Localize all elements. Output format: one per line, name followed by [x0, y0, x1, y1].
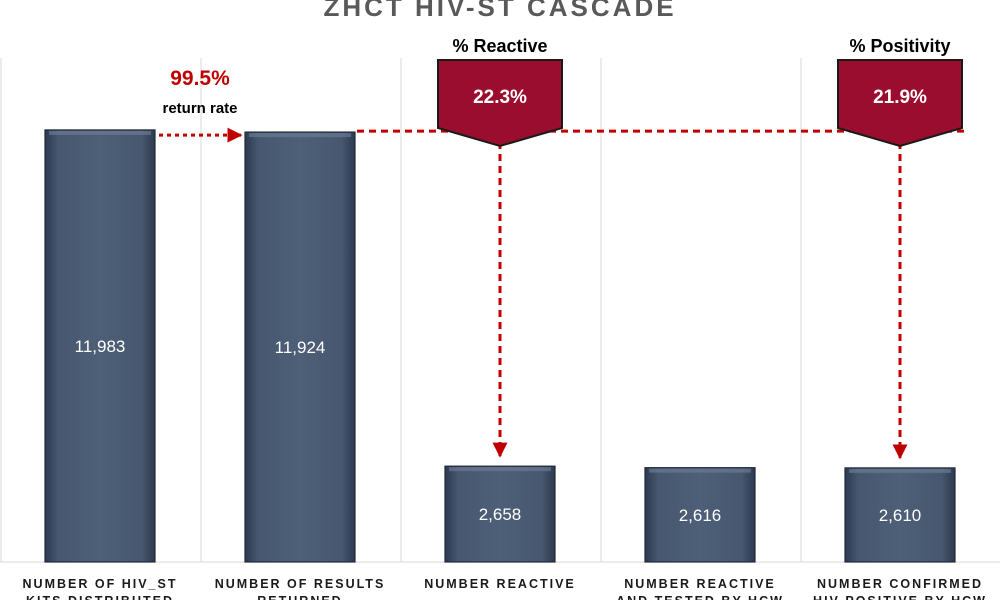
bar-highlight: [449, 467, 551, 472]
callout-title: % Positivity: [849, 36, 950, 56]
category-label: NUMBER REACTIVE: [624, 577, 776, 591]
bar-value-label: 2,616: [679, 506, 722, 525]
callout-value: 21.9%: [873, 87, 927, 108]
callout-shape: [437, 59, 563, 148]
bar-highlight: [849, 468, 951, 473]
bar: [644, 467, 756, 563]
bar: [44, 129, 156, 563]
callout-value: 22.3%: [473, 87, 527, 108]
callout-shape: [837, 59, 963, 148]
chart-title: ZHCT HIV-ST CASCADE: [323, 0, 676, 22]
bar-value-label: 2,610: [879, 506, 922, 525]
bar-highlight: [49, 130, 151, 135]
bar: [844, 467, 956, 563]
category-label: NUMBER CONFIRMED: [817, 577, 983, 591]
bar: [244, 131, 356, 563]
bar-value-label: 11,983: [75, 337, 126, 356]
callout-title: % Reactive: [452, 36, 547, 56]
category-label: HIV POSITIVE BY HCW: [813, 594, 987, 600]
bar-value-label: 11,924: [275, 338, 326, 357]
category-label: NUMBER OF RESULTS: [215, 577, 386, 591]
category-label: RETURNED: [257, 594, 342, 600]
return-rate-value: 99.5%: [170, 67, 230, 90]
category-label: NUMBER OF HIV_ST: [23, 577, 178, 591]
category-label: AND TESTED BY HCW: [616, 594, 784, 600]
return-rate-label: return rate: [162, 100, 237, 117]
bar: [444, 465, 556, 563]
bar-highlight: [649, 468, 751, 473]
category-label: KITS DISTRIBUTED: [26, 594, 174, 600]
bar-value-label: 2,658: [479, 505, 522, 524]
bar-highlight: [249, 133, 351, 138]
category-label: NUMBER REACTIVE: [424, 577, 576, 591]
